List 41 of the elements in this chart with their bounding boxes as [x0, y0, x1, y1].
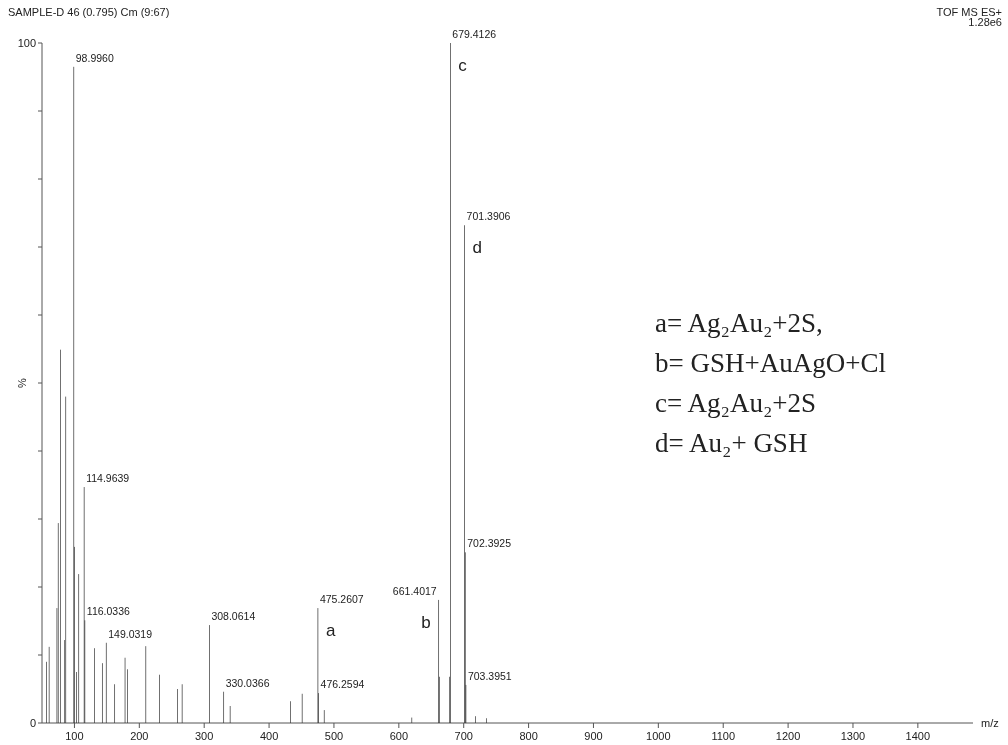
x-tick-label: 900: [584, 730, 603, 742]
x-tick-label: 400: [259, 730, 279, 742]
annotation: 702.3925: [467, 537, 512, 550]
annotation: b= GSH+AuAgO+Cl: [655, 348, 886, 378]
x-tick-label: 1200: [775, 730, 801, 742]
annotation: a= Ag₂Au₂+2S,: [655, 308, 823, 338]
annotation: 114.9639: [86, 472, 130, 485]
text: TOF MS ES+: [936, 6, 1002, 18]
annotation: 679.4126: [452, 28, 497, 40]
annotation: c= Ag₂Au₂+2S: [655, 388, 817, 418]
annotation: 308.0614: [211, 610, 256, 623]
annotation: d: [472, 238, 483, 258]
annotation: 476.2594: [320, 678, 365, 691]
x-tick-label: 700: [454, 730, 473, 742]
x-tick-label: 1100: [711, 730, 736, 742]
x-tick-label: 1000: [646, 730, 671, 742]
x-axis-title: m/z: [981, 716, 999, 729]
annotation: 330.0366: [225, 676, 270, 689]
annotation: d= Au₂+ GSH: [655, 428, 808, 458]
chart-title: SAMPLE-D 46 (0.795) Cm (9:67): [8, 6, 170, 18]
annotation: 703.3951: [467, 669, 512, 682]
annotation: c: [458, 56, 468, 75]
x-tick-label: 100: [65, 730, 84, 742]
text: 1.28e6: [968, 16, 1002, 28]
y-tick-label: 0: [29, 716, 36, 729]
x-tick-label: 1400: [905, 730, 931, 742]
annotation: 116.0336: [86, 605, 131, 618]
annotation: 701.3906: [466, 210, 511, 223]
annotation: a: [325, 621, 336, 641]
x-tick-label: 500: [324, 730, 344, 742]
x-tick-label: 300: [195, 730, 214, 742]
x-tick-label: 800: [519, 730, 538, 742]
x-tick-label: 200: [130, 730, 149, 742]
annotation: 661.4017: [392, 584, 437, 597]
annotation: 149.0319: [108, 627, 153, 640]
x-tick-label: 1300: [840, 730, 866, 742]
x-tick-label: 600: [389, 730, 409, 742]
annotation: 475.2607: [319, 593, 364, 606]
y-axis-title: %: [15, 377, 28, 388]
annotation: 98.9960: [75, 51, 114, 64]
annotation: b: [421, 612, 431, 632]
